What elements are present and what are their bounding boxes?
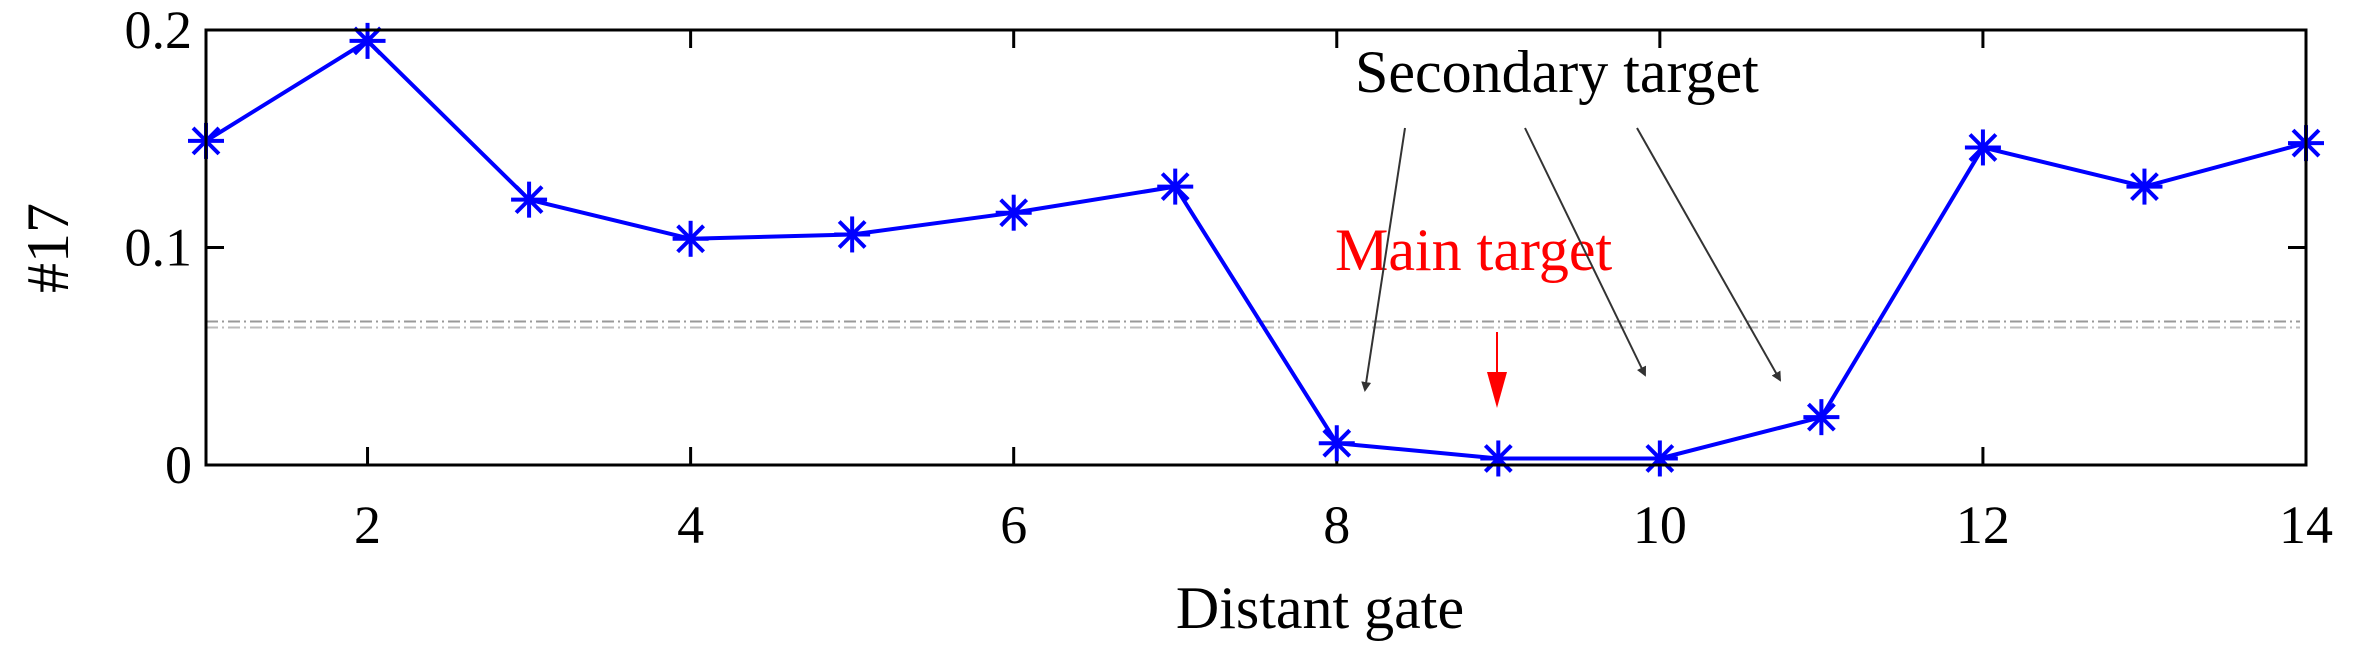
secondary-arrow-2 [1524,127,1647,377]
secondary-arrow-1 [1361,127,1406,392]
secondary-target-label: Secondary target [1355,39,1759,105]
series-blue [188,22,2324,477]
data-point-marker [511,181,548,218]
axis-ticks: 2 4 6 8 10 12 14 0 0.1 0.2 [125,0,2334,555]
x-axis-label: Distant gate [1176,575,1464,641]
x-tick-label: 12 [1956,495,2010,555]
data-point-marker [1480,440,1517,477]
x-tick-label: 6 [1000,495,1027,555]
plot-area [206,30,2306,465]
data-point-marker [1641,440,1678,477]
data-point-marker [834,216,871,253]
x-tick-label: 10 [1633,495,1687,555]
annotation-arrows [1361,127,1781,408]
x-tick-label: 4 [677,495,704,555]
y-axis-label: #17 [15,203,81,293]
main-target-label: Main target [1335,217,1612,283]
secondary-arrow-3 [1636,127,1781,382]
plot-frame [204,28,2308,467]
y-tick-label: 0.2 [125,0,193,60]
series-line [204,38,2307,461]
y-tick-label: 0 [165,435,192,495]
data-point-marker [349,22,386,59]
data-point-marker [1803,399,1840,436]
x-tick-label: 14 [2279,495,2333,555]
data-point-marker [1157,168,1194,205]
x-tick-label: 8 [1323,495,1350,555]
data-point-marker [1964,129,2001,166]
main-target-arrowhead [1487,372,1507,408]
data-point-marker [672,220,709,257]
data-point-marker [995,194,1032,231]
y-tick-label: 0.1 [125,218,193,278]
data-point-marker [2126,168,2163,205]
data-point-marker [1318,425,1355,462]
x-tick-label: 2 [354,495,381,555]
